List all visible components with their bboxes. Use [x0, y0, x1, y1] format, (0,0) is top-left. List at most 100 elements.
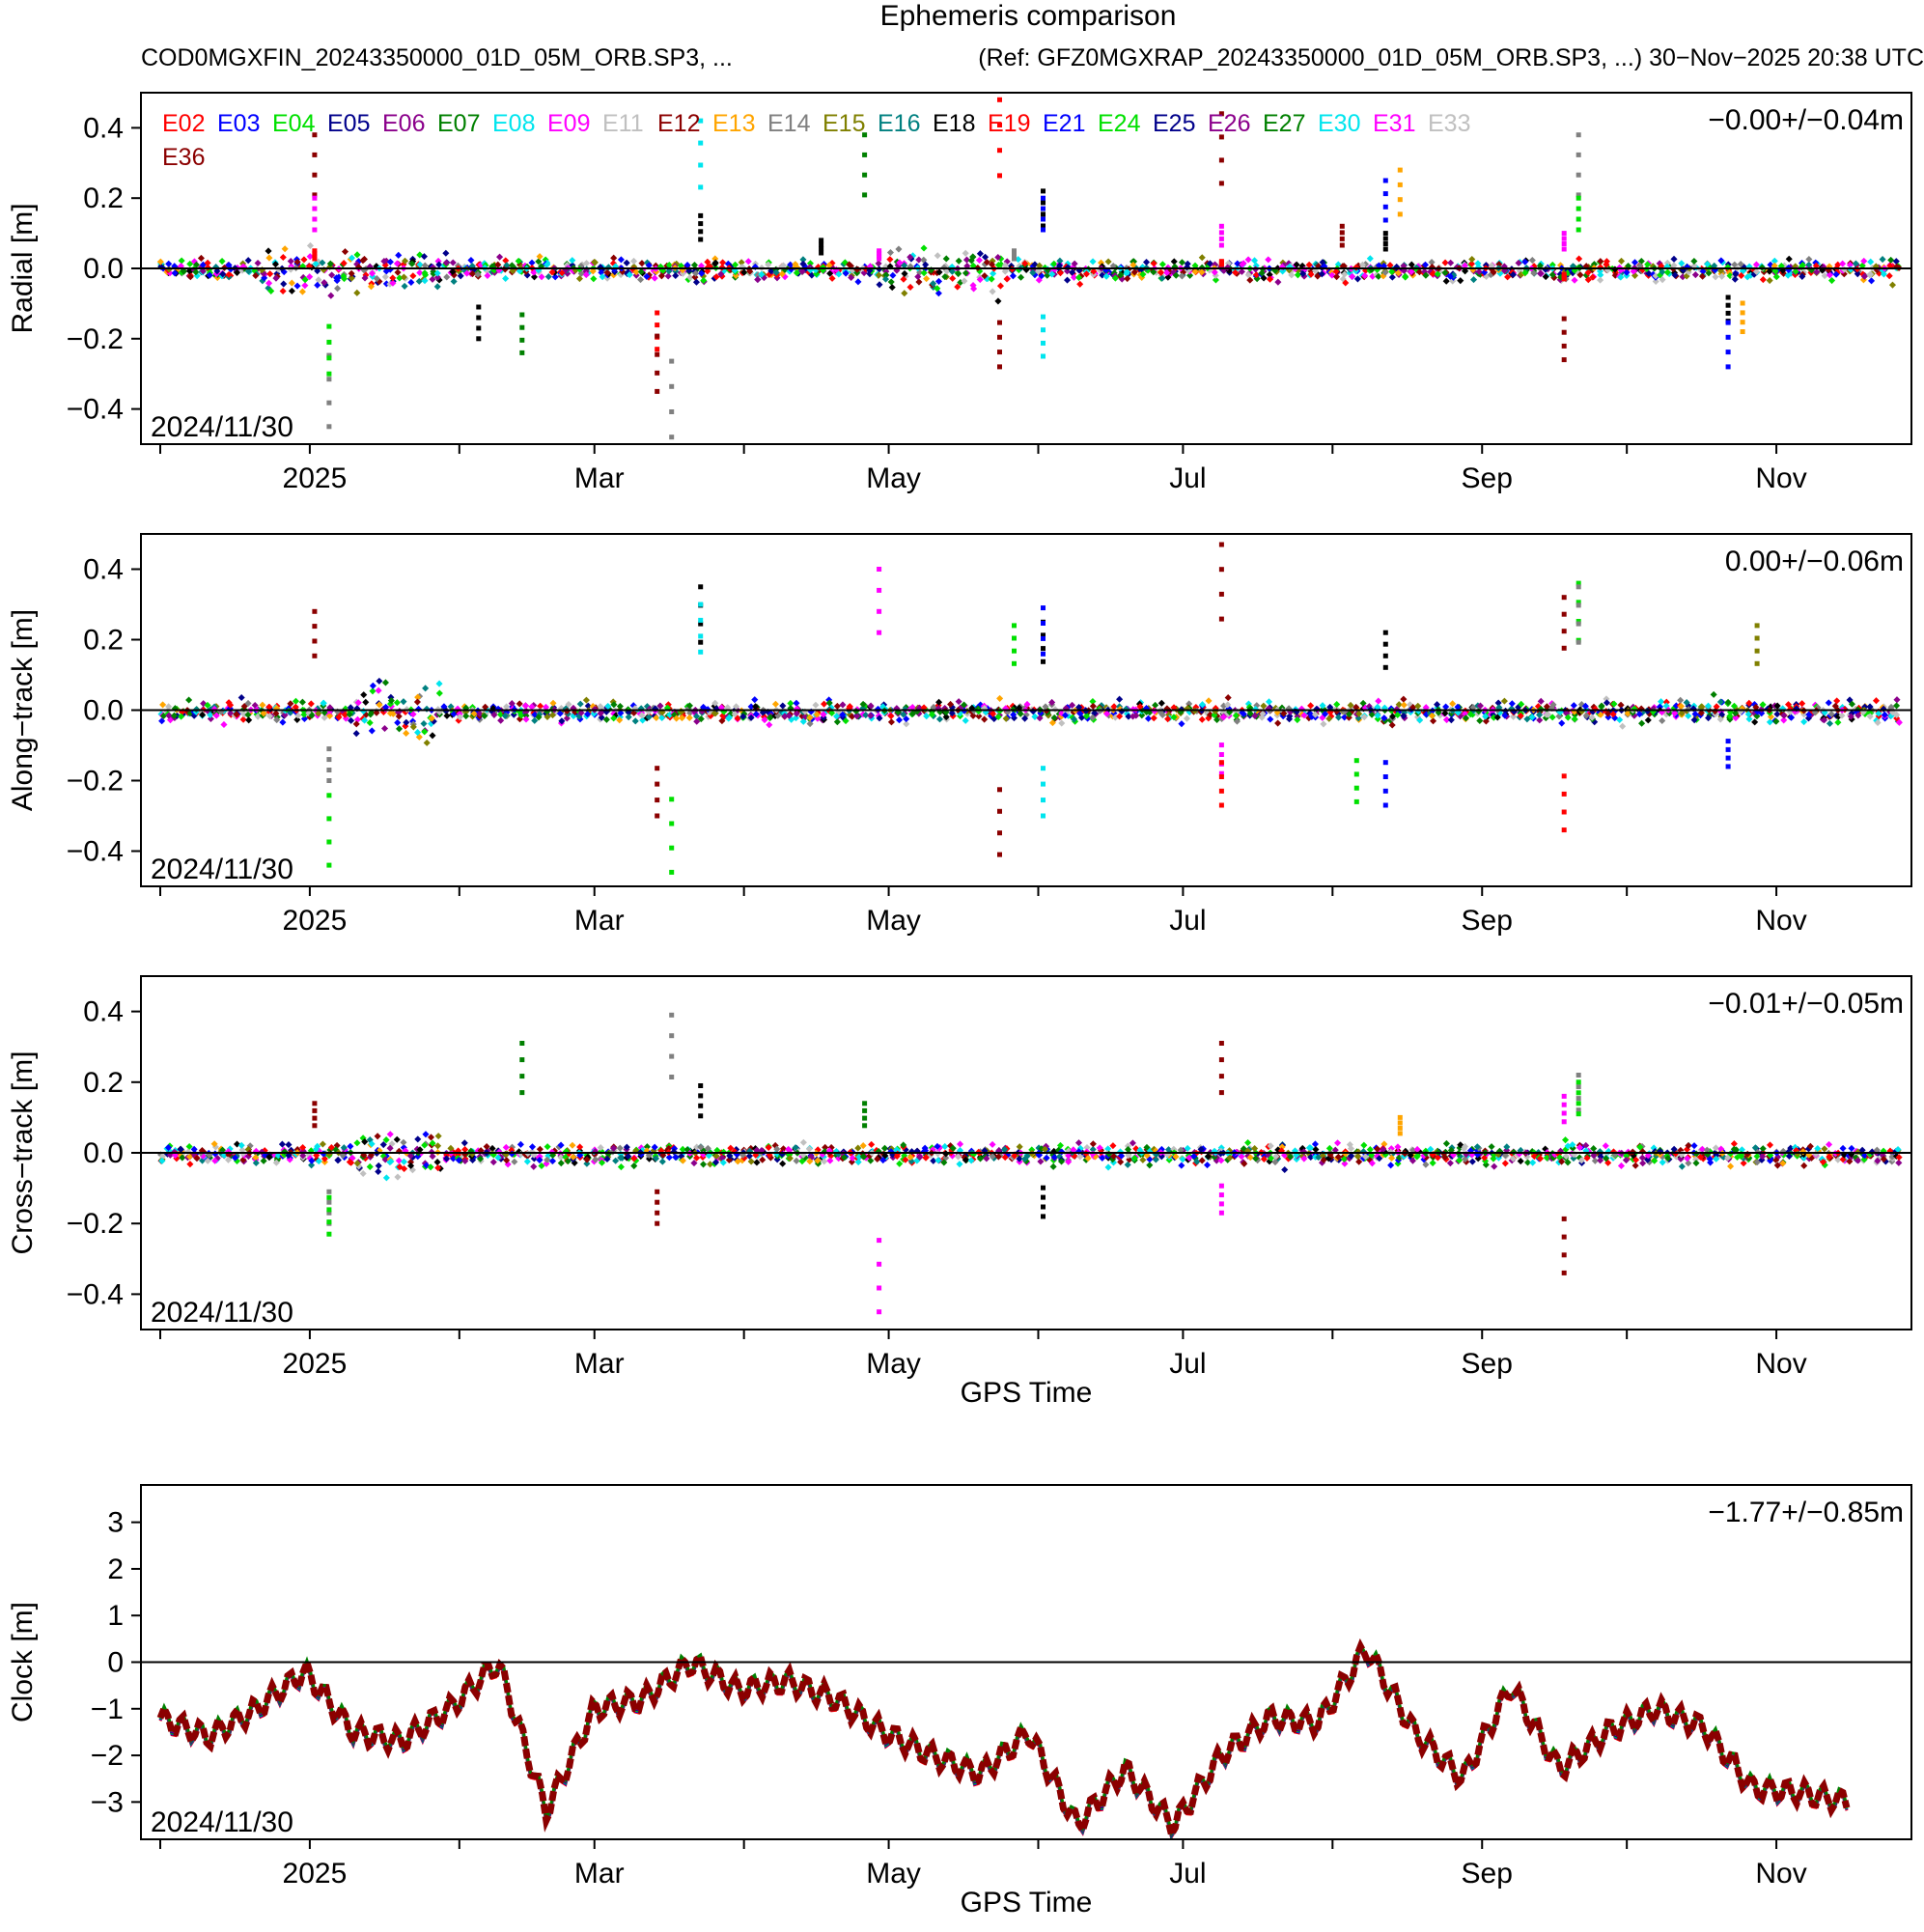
- point-E16: [901, 262, 908, 269]
- point-E33: [630, 257, 638, 265]
- outlier-point-E12: [312, 152, 318, 157]
- point-E05: [1376, 1155, 1383, 1162]
- outlier-point-E21: [1382, 204, 1388, 210]
- point-E08: [400, 1158, 408, 1165]
- outlier-point-E12: [1339, 223, 1345, 229]
- point-E36: [494, 261, 502, 268]
- outlier-point-E12: [997, 364, 1002, 370]
- point-E02: [502, 257, 510, 265]
- point-E05: [623, 1143, 630, 1151]
- outlier-point-E12: [1218, 1057, 1224, 1063]
- point-E07: [697, 715, 705, 723]
- point-E26: [1677, 1155, 1685, 1162]
- point-E02: [279, 287, 287, 295]
- point-E26: [497, 716, 505, 724]
- point-E26: [906, 253, 914, 261]
- point-E13: [265, 254, 273, 262]
- point-E07: [690, 261, 699, 269]
- point-E08: [494, 1154, 502, 1162]
- point-E19: [693, 1154, 701, 1162]
- point-E13: [1727, 1162, 1735, 1170]
- point-E27: [1150, 268, 1157, 276]
- point-E26: [610, 1144, 618, 1152]
- point-E27: [298, 698, 306, 706]
- outlier-point-E13: [1397, 211, 1403, 217]
- point-E12: [1752, 703, 1760, 711]
- outlier-point-E12: [1218, 542, 1224, 547]
- point-E09: [1846, 261, 1854, 268]
- point-E19: [734, 714, 741, 722]
- outlier-point-E18: [1041, 1194, 1046, 1200]
- point-E19: [1784, 701, 1793, 709]
- point-E15: [901, 290, 908, 297]
- point-E16: [617, 1154, 625, 1162]
- point-E19: [886, 256, 894, 264]
- point-E26: [433, 273, 441, 281]
- point-E18: [888, 284, 896, 292]
- point-E33: [597, 703, 604, 711]
- point-E33: [315, 276, 322, 284]
- point-E13: [678, 714, 686, 722]
- point-E30: [414, 729, 422, 737]
- point-E26: [914, 273, 922, 281]
- point-E36: [981, 272, 989, 280]
- point-E07: [481, 712, 488, 720]
- point-E19: [1198, 715, 1206, 723]
- point-E02: [1759, 276, 1767, 284]
- outlier-point-E13: [1740, 310, 1745, 316]
- point-E13: [326, 712, 334, 720]
- point-E18: [1312, 1146, 1320, 1154]
- point-E30: [1305, 1144, 1313, 1152]
- point-E11: [711, 699, 719, 707]
- point-E07: [1146, 1162, 1154, 1169]
- outlier-point-E02: [312, 253, 318, 259]
- point-E11: [1058, 719, 1066, 727]
- outlier-point-E21: [1725, 350, 1731, 355]
- point-E30: [312, 1145, 320, 1153]
- point-E13: [1191, 267, 1199, 275]
- point-E21: [394, 718, 402, 726]
- point-E07: [880, 1144, 889, 1152]
- outlier-point-E13: [1740, 300, 1745, 306]
- point-E07: [1548, 270, 1556, 279]
- outlier-point-E12: [997, 320, 1002, 325]
- point-E21: [1380, 714, 1388, 722]
- point-E05: [375, 1167, 382, 1175]
- outlier-point-E18: [476, 304, 482, 310]
- point-E07: [522, 712, 530, 719]
- point-E04: [1610, 700, 1618, 708]
- point-E27: [1564, 1159, 1572, 1166]
- point-E19: [1745, 699, 1753, 707]
- point-E08: [435, 680, 443, 687]
- point-E30: [1659, 1159, 1666, 1166]
- point-E19: [765, 1143, 772, 1152]
- point-E19: [300, 256, 308, 264]
- point-E31: [835, 1155, 843, 1162]
- point-E26: [254, 259, 262, 267]
- point-E02: [1597, 264, 1604, 271]
- outlier-point-E09: [1218, 770, 1224, 776]
- point-E19: [204, 259, 211, 266]
- outlier-point-E02: [1561, 276, 1567, 282]
- outlier-point-E21: [1382, 802, 1388, 808]
- point-E02: [1589, 273, 1597, 281]
- point-E31: [766, 721, 773, 729]
- point-E21: [787, 261, 795, 268]
- outlier-point-E12: [1339, 242, 1345, 248]
- point-E16: [799, 256, 807, 264]
- outlier-point-E12: [1561, 316, 1567, 322]
- point-E19: [1833, 697, 1841, 705]
- point-E18: [1644, 716, 1652, 724]
- point-E36: [1198, 1157, 1206, 1164]
- point-E21: [1623, 268, 1631, 276]
- outlier-point-E12: [1218, 616, 1224, 622]
- point-E19: [1342, 279, 1350, 287]
- outlier-point-E12: [655, 370, 660, 376]
- outlier-point-E04: [326, 323, 332, 329]
- point-E26: [693, 717, 701, 725]
- point-E36: [1441, 1154, 1449, 1162]
- point-E19: [1738, 271, 1745, 280]
- point-E16: [423, 705, 431, 713]
- point-E06: [1582, 1141, 1590, 1149]
- point-E33: [812, 701, 820, 709]
